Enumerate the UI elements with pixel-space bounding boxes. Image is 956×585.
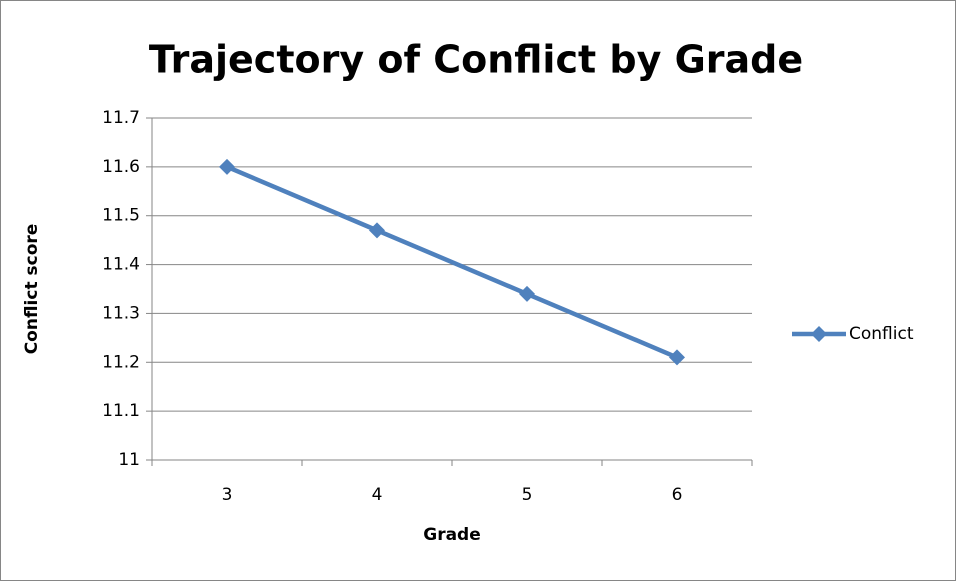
- data-point: [519, 285, 535, 302]
- legend-label: Conflict: [849, 324, 914, 344]
- x-axis-label: Grade: [423, 525, 481, 545]
- x-tick-label: 3: [222, 485, 233, 505]
- y-axis-label: Conflict score: [22, 224, 42, 355]
- y-tick-label: 11.6: [102, 157, 140, 177]
- y-tick-label: 11.1: [102, 401, 140, 421]
- y-tick-label: 11: [118, 450, 140, 470]
- legend-marker: [811, 326, 827, 342]
- y-tick-label: 11.3: [102, 303, 140, 323]
- y-tick-label: 11.7: [102, 108, 140, 128]
- data-point: [219, 158, 235, 175]
- x-tick-label: 5: [522, 485, 533, 505]
- x-tick-label: 6: [672, 485, 683, 505]
- y-tick-label: 11.2: [102, 352, 140, 372]
- y-tick-label: 11.4: [102, 255, 140, 275]
- chart-title: Trajectory of Conflict by Grade: [149, 38, 803, 82]
- y-tick-label: 11.5: [102, 206, 140, 226]
- series-line: [226, 164, 678, 360]
- x-tick-label: 4: [372, 485, 383, 505]
- data-point: [369, 222, 385, 239]
- data-point: [669, 349, 685, 366]
